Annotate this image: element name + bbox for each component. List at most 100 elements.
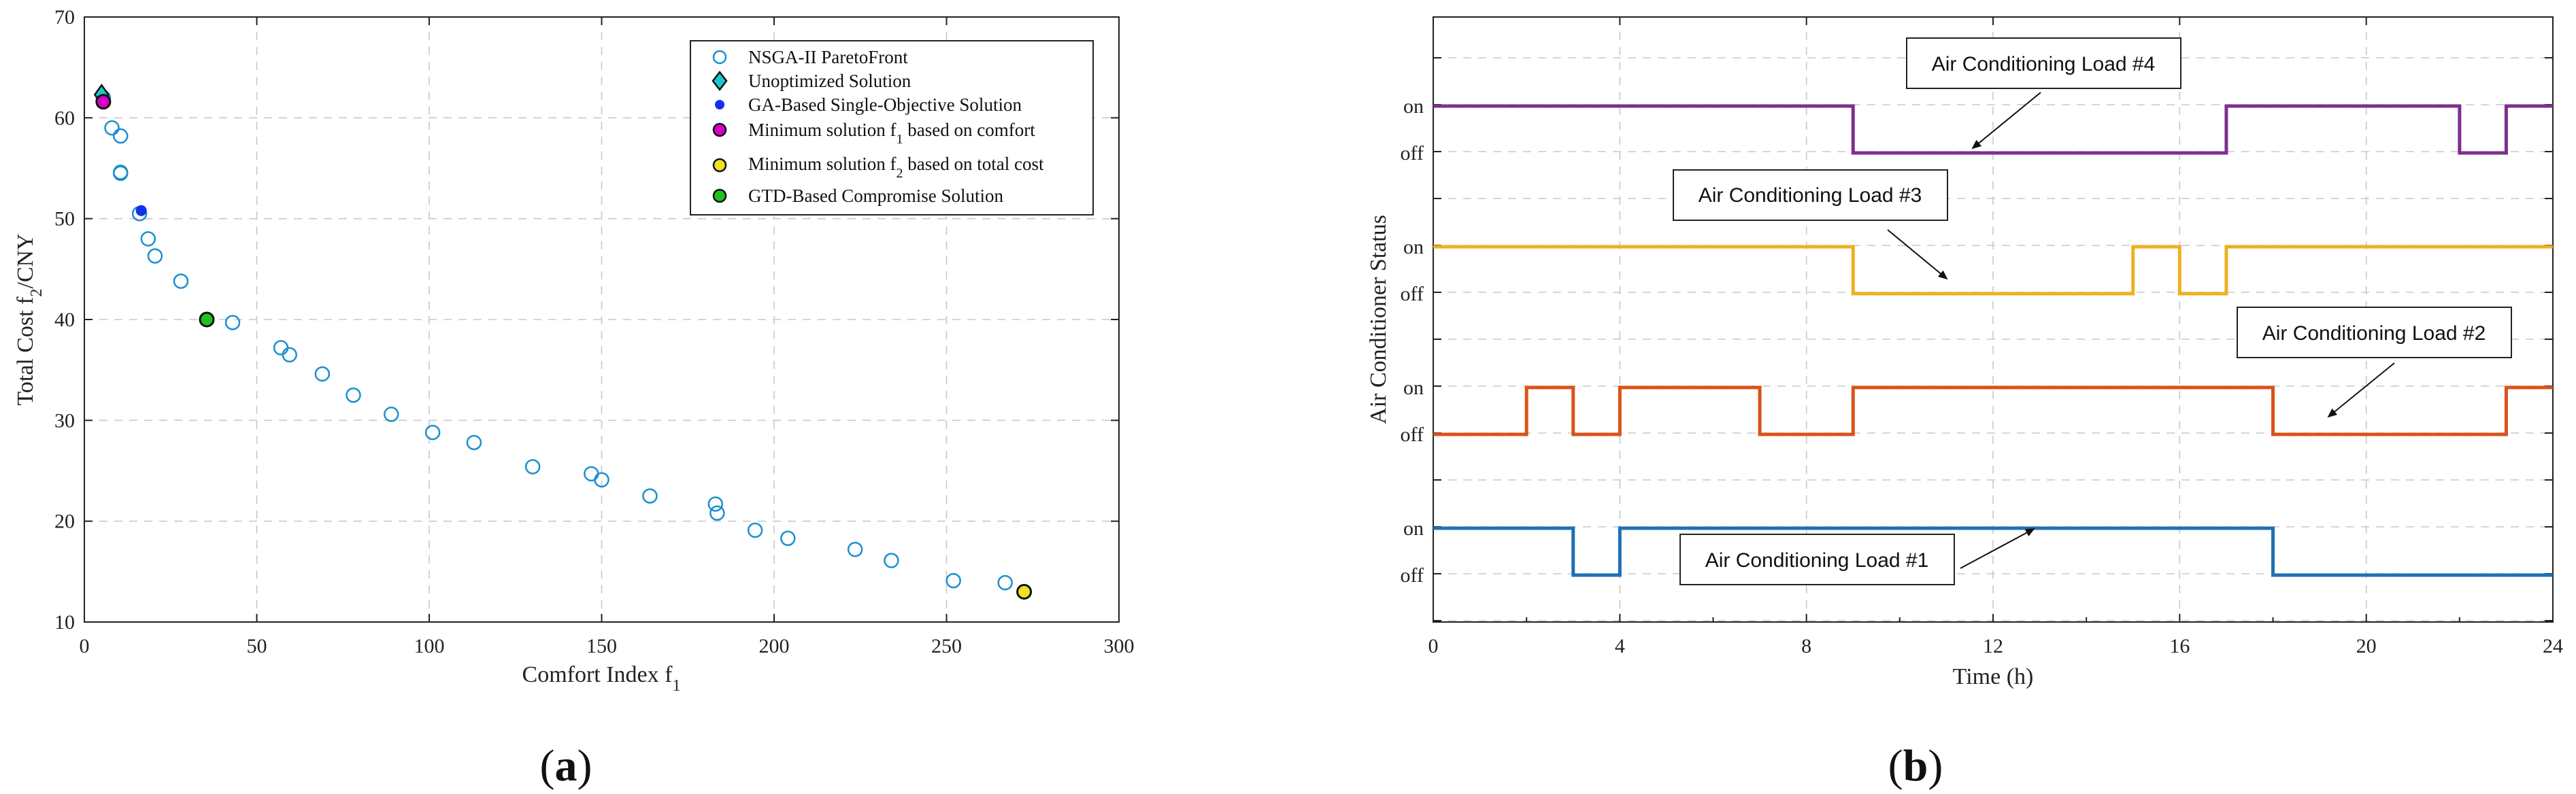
legend-marker-pareto xyxy=(712,50,727,65)
panel-b-step-chart: 0 4 8 12 16 20 24 on off on off on off on off Time (h)… xyxy=(1366,16,2563,791)
legend-entry-unoptimized: Unoptimized Solution xyxy=(712,70,911,92)
annotation-arrow-load-1 xyxy=(1960,528,2035,569)
legend-entry-pareto: NSGA-II ParetoFront xyxy=(712,47,908,67)
annotation-box-load-4 xyxy=(1906,37,2181,89)
panel-a-scatter: 0 50 100 150 200 250 300 10 20 30 40 50 60 70 Comfort… xyxy=(13,6,1135,791)
pareto-point-26 xyxy=(884,553,899,568)
pareto-point-1 xyxy=(104,120,120,136)
y-tick-label-30: 30 xyxy=(54,409,75,432)
annotation-arrow-load-3 xyxy=(1887,229,1948,280)
pareto-point-16 xyxy=(466,434,482,451)
legend-marker-min-f2 xyxy=(712,158,727,173)
pareto-point-7 xyxy=(147,248,163,264)
x-tick-label-b-20: 20 xyxy=(2356,635,2377,657)
pareto-point-27 xyxy=(946,572,961,589)
state-label-on-2: on xyxy=(1403,377,1424,399)
panel-b-y-axis-title: Air Conditioner Status xyxy=(1366,215,1391,424)
x-tick-label-100: 100 xyxy=(414,635,445,657)
status-line-load-1 xyxy=(1433,526,2553,577)
legend-label-min-f1: Minimum solution f1 based on comfort xyxy=(748,120,1035,147)
pareto-point-20 xyxy=(642,488,658,504)
y-tick-label-50: 50 xyxy=(54,208,75,230)
state-label-off-3: off xyxy=(1401,283,1424,305)
pareto-point-9 xyxy=(224,315,241,330)
annotation-text-load-1: Air Conditioning Load #1 xyxy=(1705,549,1929,572)
annotation-load-4: Air Conditioning Load #4 xyxy=(1906,37,2181,150)
y-tick-label-70: 70 xyxy=(54,6,75,29)
x-tick-label-300: 300 xyxy=(1104,635,1135,657)
x-tick-label-50: 50 xyxy=(247,635,267,657)
annotation-load-3: Air Conditioning Load #3 xyxy=(1673,169,1948,280)
panel-a-y-axis-title: Total Cost f2/CNY xyxy=(13,233,46,405)
annotation-load-2: Air Conditioning Load #2 xyxy=(2237,307,2512,418)
pareto-point-11 xyxy=(282,347,297,363)
legend-marker-unoptimized xyxy=(712,70,728,92)
legend-label-ga: GA-Based Single-Objective Solution xyxy=(748,94,1022,115)
x-tick-label-b-8: 8 xyxy=(1801,635,1811,657)
panel-a-ticks: 0 50 100 150 200 250 300 10 20 30 40 50 60 70 xyxy=(54,6,1135,657)
x-tick-label-b-0: 0 xyxy=(1428,635,1439,657)
status-line-load-4 xyxy=(1433,104,2553,155)
legend-entry-gtd: GTD-Based Compromise Solution xyxy=(712,186,1003,206)
legend-box xyxy=(690,40,1094,215)
y-tick-label-10: 10 xyxy=(54,611,75,634)
x-tick-label-b-4: 4 xyxy=(1615,635,1625,657)
panel-b-caption: (b) xyxy=(1888,741,1943,791)
panel-b-x-axis-title: Time (h) xyxy=(1953,664,2034,689)
x-tick-label-150: 150 xyxy=(586,635,617,657)
pareto-point-13 xyxy=(346,387,361,403)
panel-b-ticks: 0 4 8 12 16 20 24 on off on off on off on off xyxy=(1401,17,2563,657)
legend-label-gtd: GTD-Based Compromise Solution xyxy=(748,186,1003,206)
panel-a-caption: (a) xyxy=(540,741,592,791)
pareto-point-12 xyxy=(314,366,331,382)
pareto-point-2 xyxy=(112,128,129,144)
pareto-point-10 xyxy=(273,340,289,356)
x-tick-label-250: 250 xyxy=(931,635,962,657)
legend-label-unoptimized: Unoptimized Solution xyxy=(748,71,911,91)
annotation-text-load-2: Air Conditioning Load #2 xyxy=(2262,322,2486,345)
annotation-box-load-1 xyxy=(1679,534,1955,585)
state-label-on-1: on xyxy=(1403,517,1424,540)
panel-b-series-lines xyxy=(1433,104,2553,577)
status-line-load-2 xyxy=(1433,385,2553,436)
gtd-compromise-point-0 xyxy=(199,311,215,328)
state-label-off-4: off xyxy=(1401,142,1424,165)
state-label-off-1: off xyxy=(1401,564,1424,587)
annotation-box-load-3 xyxy=(1673,169,1948,221)
annotation-load-1: Air Conditioning Load #1 xyxy=(1679,528,2035,585)
pareto-point-18 xyxy=(584,466,599,482)
x-tick-label-0: 0 xyxy=(80,635,90,657)
panel-a-points xyxy=(93,84,1033,600)
annotation-arrow-load-2 xyxy=(2327,362,2395,418)
legend-entry-ga: GA-Based Single-Objective Solution xyxy=(715,94,1022,115)
pareto-point-17 xyxy=(524,459,541,474)
legend-entry-min-f1: Minimum solution f1 based on comfort xyxy=(712,120,1035,147)
legend-marker-ga xyxy=(715,100,724,109)
pareto-point-4 xyxy=(112,165,129,182)
x-tick-label-b-16: 16 xyxy=(2169,635,2190,657)
legend-marker-gtd xyxy=(712,188,727,203)
annotation-text-load-3: Air Conditioning Load #3 xyxy=(1699,184,1922,207)
y-tick-label-60: 60 xyxy=(54,107,75,129)
panel-a-x-axis-title: Comfort Index f1 xyxy=(522,662,681,695)
pareto-point-14 xyxy=(383,407,399,422)
x-tick-label-200: 200 xyxy=(759,635,790,657)
ga-solution-point-0 xyxy=(135,205,147,216)
pareto-point-15 xyxy=(424,424,441,441)
panel-a-gridlines xyxy=(84,17,1119,622)
legend-label-min-f2: Minimum solution f2 based on total cost xyxy=(748,154,1044,181)
annotation-arrow-load-4 xyxy=(1971,92,2041,150)
annotation-box-load-2 xyxy=(2237,307,2512,358)
min-f2-point-0 xyxy=(1016,584,1033,600)
pareto-point-28 xyxy=(997,574,1013,591)
pareto-point-21 xyxy=(707,496,724,512)
pareto-point-25 xyxy=(847,541,863,557)
x-tick-label-b-12: 12 xyxy=(1983,635,2003,657)
state-label-off-2: off xyxy=(1401,424,1424,446)
min-f1-point-0 xyxy=(95,94,112,110)
pareto-point-19 xyxy=(594,472,609,488)
legend-label-pareto: NSGA-II ParetoFront xyxy=(748,47,908,67)
x-tick-label-b-24: 24 xyxy=(2543,635,2563,657)
pareto-point-22 xyxy=(709,505,725,521)
